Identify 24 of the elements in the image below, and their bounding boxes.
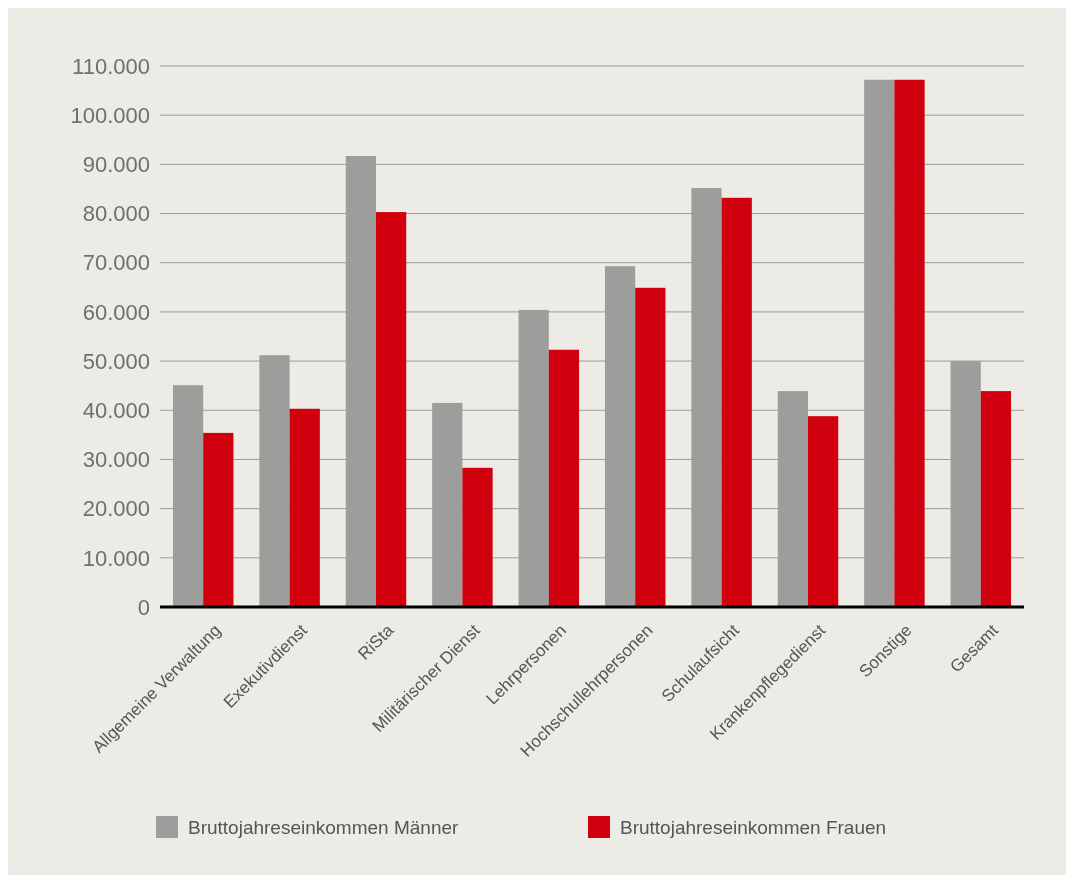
bar (980, 391, 1012, 607)
bar (808, 416, 839, 607)
y-tick-label: 110.000 (72, 53, 150, 79)
y-tick-label: 20.000 (82, 496, 150, 522)
bar (635, 287, 666, 607)
bar (289, 408, 320, 607)
y-tick-label: 10.000 (82, 545, 150, 571)
bar (721, 197, 752, 607)
y-tick-label: 70.000 (82, 250, 150, 276)
y-tick-label: 0 (137, 594, 150, 620)
bar (548, 349, 580, 607)
y-tick-label: 40.000 (82, 397, 150, 423)
y-tick-label: 100.000 (70, 102, 150, 128)
legend-label: Bruttojahreseinkommen Frauen (620, 816, 887, 838)
y-tick-label: 30.000 (82, 447, 150, 473)
y-tick-label: 80.000 (82, 201, 150, 227)
y-tick-label: 50.000 (82, 348, 150, 374)
bar (894, 79, 925, 607)
legend-label: Bruttojahreseinkommen Männer (188, 816, 460, 838)
y-tick-label: 60.000 (82, 299, 150, 325)
bar (462, 467, 493, 607)
y-tick-label: 90.000 (82, 152, 150, 178)
bar (376, 212, 407, 607)
bar (203, 432, 234, 607)
